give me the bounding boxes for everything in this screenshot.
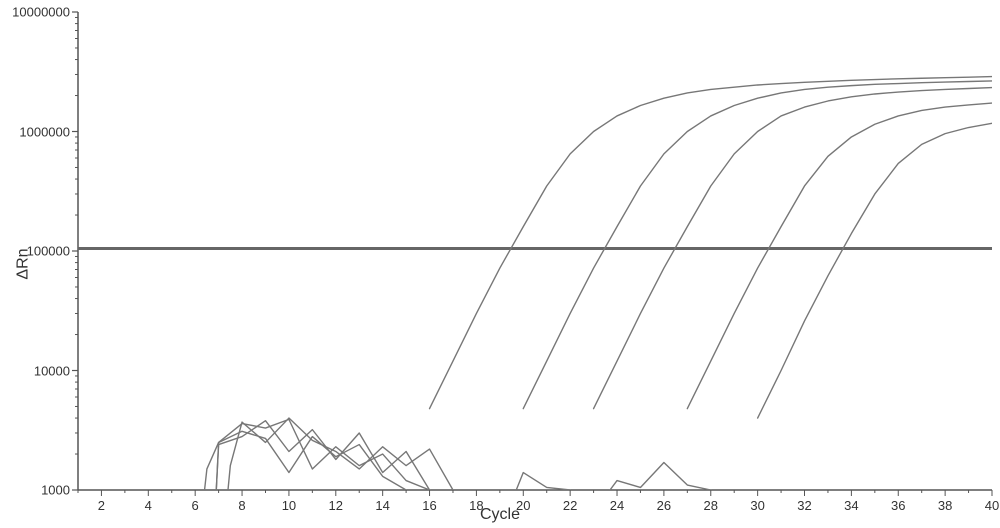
series-noise2 — [216, 421, 429, 490]
x-tick-label: 26 — [657, 498, 671, 513]
series-noise5 — [516, 473, 570, 490]
x-tick-label: 20 — [516, 498, 530, 513]
x-tick-label: 38 — [938, 498, 952, 513]
x-tick-label: 22 — [563, 498, 577, 513]
x-tick-label: 10 — [282, 498, 296, 513]
series-noise1 — [216, 419, 429, 490]
x-tick-label: 24 — [610, 498, 624, 513]
y-tick-label: 10000 — [34, 363, 70, 378]
x-tick-label: 2 — [98, 498, 105, 513]
x-tick-label: 40 — [985, 498, 999, 513]
series-noise6 — [610, 462, 711, 490]
series-curve5 — [758, 123, 992, 418]
x-tick-label: 12 — [329, 498, 343, 513]
x-tick-label: 36 — [891, 498, 905, 513]
x-tick-label: 6 — [192, 498, 199, 513]
y-tick-label: 1000000 — [19, 124, 70, 139]
x-tick-label: 18 — [469, 498, 483, 513]
x-tick-label: 16 — [422, 498, 436, 513]
series-curve1 — [430, 77, 992, 409]
x-tick-label: 14 — [375, 498, 389, 513]
y-tick-label: 10000000 — [12, 5, 70, 20]
series-curve2 — [523, 81, 992, 409]
plot-svg — [0, 0, 1000, 528]
x-tick-label: 28 — [704, 498, 718, 513]
x-tick-label: 8 — [238, 498, 245, 513]
y-tick-label: 100000 — [27, 244, 70, 259]
x-tick-label: 4 — [145, 498, 152, 513]
y-tick-label: 1000 — [41, 483, 70, 498]
amplification-plot: ΔRn Cycle 100010000100000100000010000000… — [0, 0, 1000, 528]
x-tick-label: 30 — [750, 498, 764, 513]
x-tick-label: 32 — [797, 498, 811, 513]
x-tick-label: 34 — [844, 498, 858, 513]
